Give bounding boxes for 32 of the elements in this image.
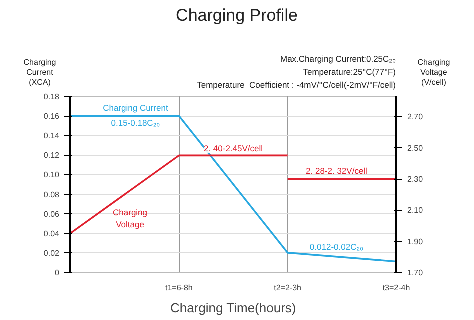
y-tick-label: 0 [55, 268, 60, 278]
annotation: 2. 40-2.45V/cell [204, 143, 264, 154]
text: Max.Charging Current:0.25C₂₀ [280, 54, 396, 64]
y2-tick-label: 2.50 [408, 144, 424, 153]
y-tick-label: 0.04 [44, 229, 60, 238]
annotation: Charging Current [103, 103, 169, 114]
y-tick-label: 0.06 [44, 210, 60, 219]
y2-tick-label: 1.70 [408, 268, 424, 278]
chart-title: Charging Profile [175, 6, 299, 26]
x-tick-label: t1=6-8h [165, 284, 193, 292]
annotation: 0.012-0.02C₂₀ [310, 242, 364, 252]
x-tick-label: t3=2-4h [382, 284, 410, 292]
y2-tick-label: 2.30 [408, 175, 424, 184]
annotation: 0.15-0.18C₂₀ [111, 118, 161, 128]
x-axis-title: Charging Time(hours) [170, 300, 296, 316]
y2-tick-label: 2.70 [408, 112, 424, 122]
x-tick-label: t2=2-3h [274, 284, 302, 292]
y-tick-label: 0.18 [44, 92, 60, 102]
y2-tick-label: 1.90 [408, 237, 424, 246]
annotation: 2. 28-2. 32V/cell [306, 166, 368, 176]
y2-axis-title: Charging Voltage (V/cell) [416, 58, 452, 88]
text: Temperature Coefficient : -4mV/°C/cell(-2mV/°F/cell) [197, 80, 396, 90]
y2-tick-label: 2.10 [408, 206, 424, 216]
annotation: Charging Voltage [113, 208, 148, 230]
y-tick-label: 0.02 [44, 248, 60, 258]
y-tick-label: 0.14 [44, 132, 60, 141]
text: Temperature:25°C(77°F) [303, 67, 396, 77]
y-tick-label: 0.10 [44, 170, 60, 180]
y-tick-label: 0.08 [44, 190, 60, 200]
y-tick-label: 0.12 [44, 151, 60, 160]
y-axis-title: Charging Current (XCA) [22, 58, 58, 88]
y-tick-label: 0.16 [44, 112, 60, 122]
